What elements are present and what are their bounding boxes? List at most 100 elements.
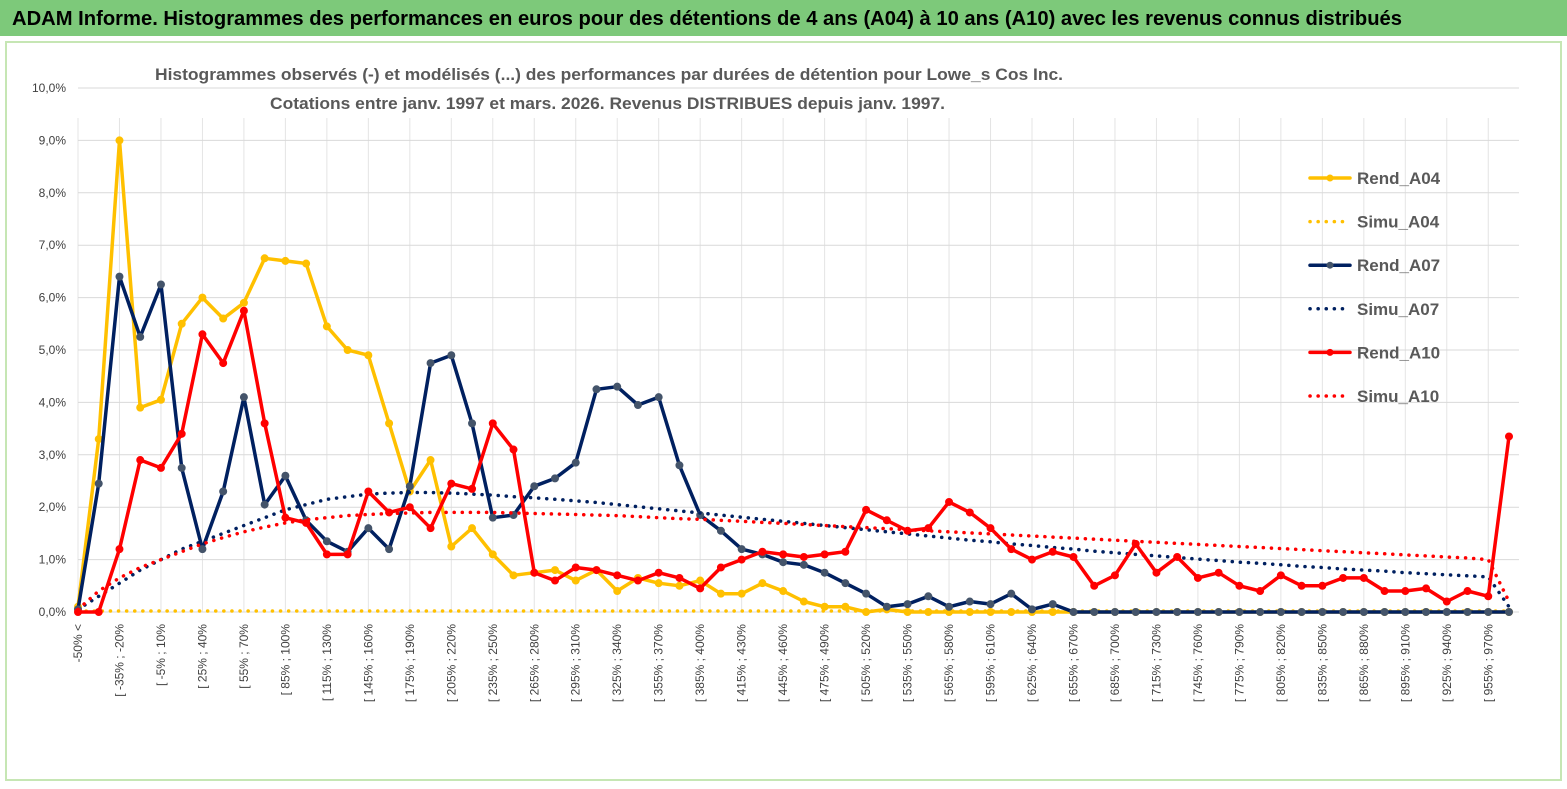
point — [613, 587, 622, 596]
point — [1484, 608, 1493, 616]
point — [1297, 608, 1306, 616]
point — [115, 272, 124, 281]
point — [737, 589, 746, 598]
point — [1505, 432, 1513, 441]
point — [1359, 573, 1368, 582]
x-tick-label: [ 445% ; 460% — [776, 624, 790, 702]
legend-marker — [1326, 174, 1334, 182]
point — [1463, 608, 1472, 616]
legend-label: Simu_A04 — [1357, 213, 1440, 232]
point — [260, 419, 269, 428]
point — [1442, 608, 1451, 616]
legend-label: Rend_A04 — [1357, 169, 1441, 188]
point — [841, 602, 850, 611]
point — [1007, 589, 1016, 598]
point — [94, 479, 103, 488]
point — [613, 571, 622, 580]
x-tick-label: [ 115% ; 130% — [320, 624, 334, 701]
point — [385, 419, 394, 428]
point — [1193, 608, 1202, 616]
x-tick-label: [ 625% ; 640% — [1025, 624, 1039, 702]
point — [924, 524, 933, 533]
x-tick-label: [ 685% ; 700% — [1108, 624, 1122, 702]
x-tick-label: [ 55% ; 70% — [237, 624, 251, 689]
point — [488, 513, 497, 522]
y-tick-label: 8,0% — [39, 186, 67, 200]
point — [156, 280, 165, 289]
header-title: ADAM Informe. Histogrammes des performan… — [12, 8, 1402, 30]
point — [820, 568, 829, 577]
x-tick-label: -50% < — [71, 624, 85, 662]
point — [1193, 573, 1202, 582]
x-tick-label: [ -5% ; 10% — [154, 624, 168, 686]
point — [551, 566, 559, 575]
x-tick-label: [ 925% ; 940% — [1440, 624, 1454, 702]
point — [322, 550, 331, 559]
x-tick-label: [ 745% ; 760% — [1191, 624, 1205, 702]
point — [716, 563, 725, 572]
point — [1484, 592, 1493, 601]
point — [364, 351, 373, 360]
point — [219, 487, 228, 496]
point — [1028, 555, 1036, 564]
point — [1069, 608, 1078, 616]
x-tick-label: [ 655% ; 670% — [1066, 624, 1080, 702]
point — [405, 482, 414, 491]
point — [302, 518, 311, 527]
point — [468, 484, 477, 493]
point — [136, 332, 145, 341]
plot: 0,0% 1,0% 2,0% 3,0% 4,0% 5,0% 6,0% 7,0% 8,0% 9,0%… — [32, 81, 1519, 702]
x-tick-label: [ 775% ; 790% — [1232, 624, 1246, 702]
point — [198, 545, 207, 554]
point — [1131, 608, 1140, 616]
x-tick-label: [ 505% ; 520% — [859, 624, 873, 702]
point — [1090, 581, 1099, 590]
point — [882, 516, 891, 525]
point — [447, 542, 456, 551]
point — [1090, 608, 1099, 616]
point — [115, 545, 124, 554]
point — [1256, 608, 1265, 616]
y-tick-label: 9,0% — [39, 133, 67, 147]
point — [447, 351, 456, 360]
point — [675, 581, 684, 590]
y-tick-label: 10,0% — [32, 81, 66, 95]
y-tick-label: 2,0% — [39, 500, 67, 514]
x-tick-label: [ 295% ; 310% — [569, 624, 583, 702]
point — [426, 359, 435, 368]
header-bar — [0, 0, 1567, 36]
x-tick-label: [ 595% ; 610% — [984, 624, 998, 702]
point — [779, 587, 788, 596]
point — [779, 558, 788, 567]
point — [219, 359, 228, 368]
point — [239, 298, 248, 307]
point — [1110, 608, 1119, 616]
point — [696, 584, 705, 593]
x-tick-label: [ 355% ; 370% — [652, 624, 666, 702]
point — [198, 330, 207, 339]
point — [468, 419, 477, 428]
x-tick-label: [ 805% ; 820% — [1274, 624, 1288, 702]
x-tick-label: [ 235% ; 250% — [486, 624, 500, 702]
point — [1214, 568, 1223, 577]
point — [1401, 587, 1410, 596]
legend-marker — [1326, 261, 1334, 269]
point — [862, 589, 871, 598]
point — [1235, 581, 1244, 590]
point — [177, 429, 186, 438]
point — [758, 547, 767, 556]
point — [820, 550, 829, 559]
x-tick-label: [ 25% ; 40% — [195, 624, 209, 689]
point — [779, 550, 788, 559]
point — [302, 259, 311, 268]
model-line — [76, 510, 1511, 612]
y-tick-label: 1,0% — [39, 553, 67, 567]
x-tick-label: [ 85% ; 100% — [278, 624, 292, 696]
point — [1442, 597, 1451, 606]
point — [1463, 587, 1472, 596]
x-tick-label: [ 865% ; 880% — [1357, 624, 1371, 702]
point — [198, 293, 207, 302]
y-tick-label: 5,0% — [39, 343, 67, 357]
x-tick-label: [ 145% ; 160% — [361, 624, 375, 702]
